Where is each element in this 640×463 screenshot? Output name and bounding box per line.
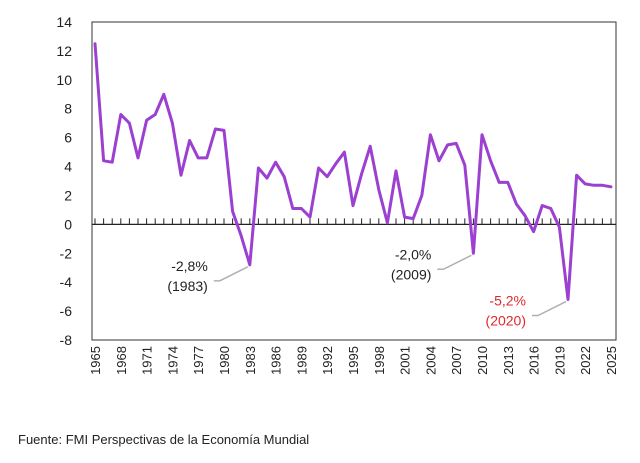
x-tick-label: 1983 — [243, 346, 258, 375]
x-tick-label: 2001 — [398, 346, 413, 375]
y-tick-label: 14 — [56, 14, 72, 30]
annotation-value: -2,8% — [171, 258, 208, 274]
x-tick-label: 1977 — [191, 346, 206, 375]
y-tick-label: 10 — [56, 72, 72, 88]
series-line — [93, 42, 613, 301]
y-tick-label: -4 — [60, 274, 73, 290]
annotation-leader — [437, 254, 472, 271]
plot-area — [91, 21, 617, 341]
y-tick-label: 6 — [64, 130, 72, 146]
x-tick-label: 1965 — [88, 346, 103, 375]
annotation-value: -5,2% — [489, 293, 526, 309]
x-tick-label: 2022 — [578, 346, 593, 375]
x-tick-label: 2019 — [552, 346, 567, 375]
x-tick-label: 1968 — [114, 346, 129, 375]
x-tick-label: 2004 — [423, 346, 438, 375]
y-tick-label: -2 — [60, 245, 73, 261]
annotation-value: -2,0% — [395, 246, 432, 262]
x-tick-label: 1986 — [269, 346, 284, 375]
x-tick-label: 1992 — [320, 346, 335, 375]
x-tick-label: 2010 — [475, 346, 490, 375]
annotation-leader — [532, 300, 567, 317]
source-caption: Fuente: FMI Perspectivas de la Economía … — [18, 432, 310, 447]
y-tick-label: -8 — [60, 332, 73, 348]
y-tick-label: -6 — [60, 303, 73, 319]
y-tick-label: 8 — [64, 101, 72, 117]
annotation-year: (1983) — [167, 278, 207, 294]
annotation-year: (2020) — [486, 313, 526, 329]
annotation-leader — [213, 266, 249, 282]
x-tick-label: 1974 — [165, 346, 180, 375]
gdp-growth-line-chart: 14 12 10 8 6 4 2 0 -2 -4 -6 -8 1965 1968 1971 1974 1977… — [56, 14, 619, 375]
x-tick-label: 2013 — [501, 346, 516, 375]
x-tick-label: 1989 — [294, 346, 309, 375]
x-tick-label: 1971 — [140, 346, 155, 375]
y-tick-label: 4 — [64, 159, 72, 175]
x-tick-label: 1998 — [372, 346, 387, 375]
x-tick-label: 2016 — [527, 346, 542, 375]
y-tick-label: 0 — [64, 216, 72, 232]
y-tick-label: 12 — [56, 43, 72, 59]
y-tick-label: 2 — [64, 187, 72, 203]
annotation-year: (2009) — [391, 266, 431, 282]
x-tick-label: 2025 — [604, 346, 619, 375]
x-tick-label: 1995 — [346, 346, 361, 375]
x-tick-label: 1980 — [217, 346, 232, 375]
x-tick-label: 2007 — [449, 346, 464, 375]
